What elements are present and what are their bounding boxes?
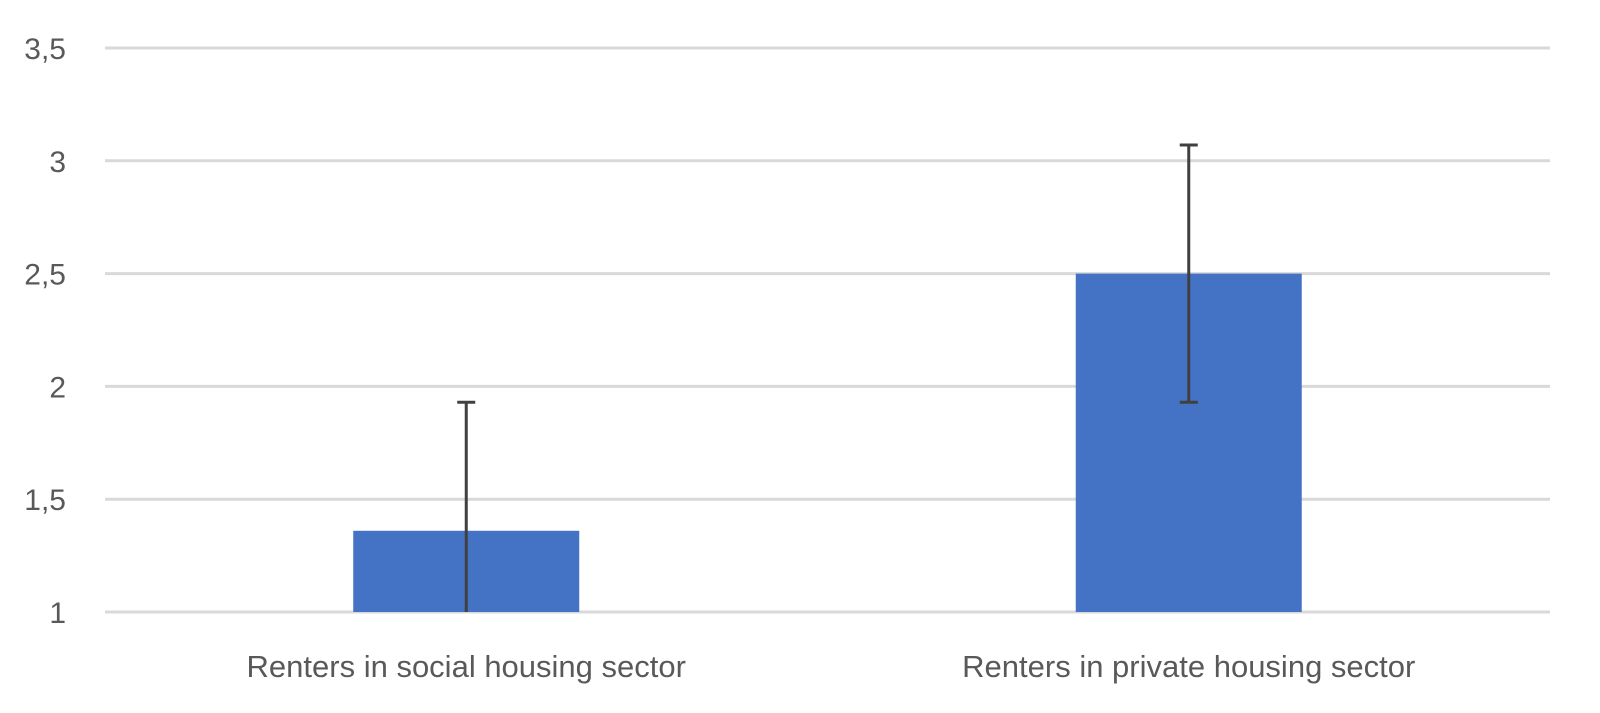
y-tick-label: 2,5 <box>24 259 66 292</box>
x-category-label: Renters in social housing sector <box>247 649 686 684</box>
error-bars <box>457 143 1198 612</box>
error-bar <box>1179 143 1198 404</box>
x-axis-labels: Renters in social housing sector Renters … <box>247 649 1416 684</box>
x-category-label: Renters in private housing sector <box>962 649 1415 684</box>
bars <box>353 273 1302 612</box>
y-tick-label: 2 <box>49 371 66 404</box>
gridlines <box>105 46 1550 614</box>
y-axis-ticks: 1 1,5 2 2,5 3 3,5 <box>24 33 66 630</box>
y-tick-label: 1,5 <box>24 484 66 517</box>
error-bar <box>457 400 476 612</box>
y-tick-label: 1 <box>49 597 66 630</box>
y-tick-label: 3,5 <box>24 33 66 66</box>
y-tick-label: 3 <box>49 146 66 179</box>
